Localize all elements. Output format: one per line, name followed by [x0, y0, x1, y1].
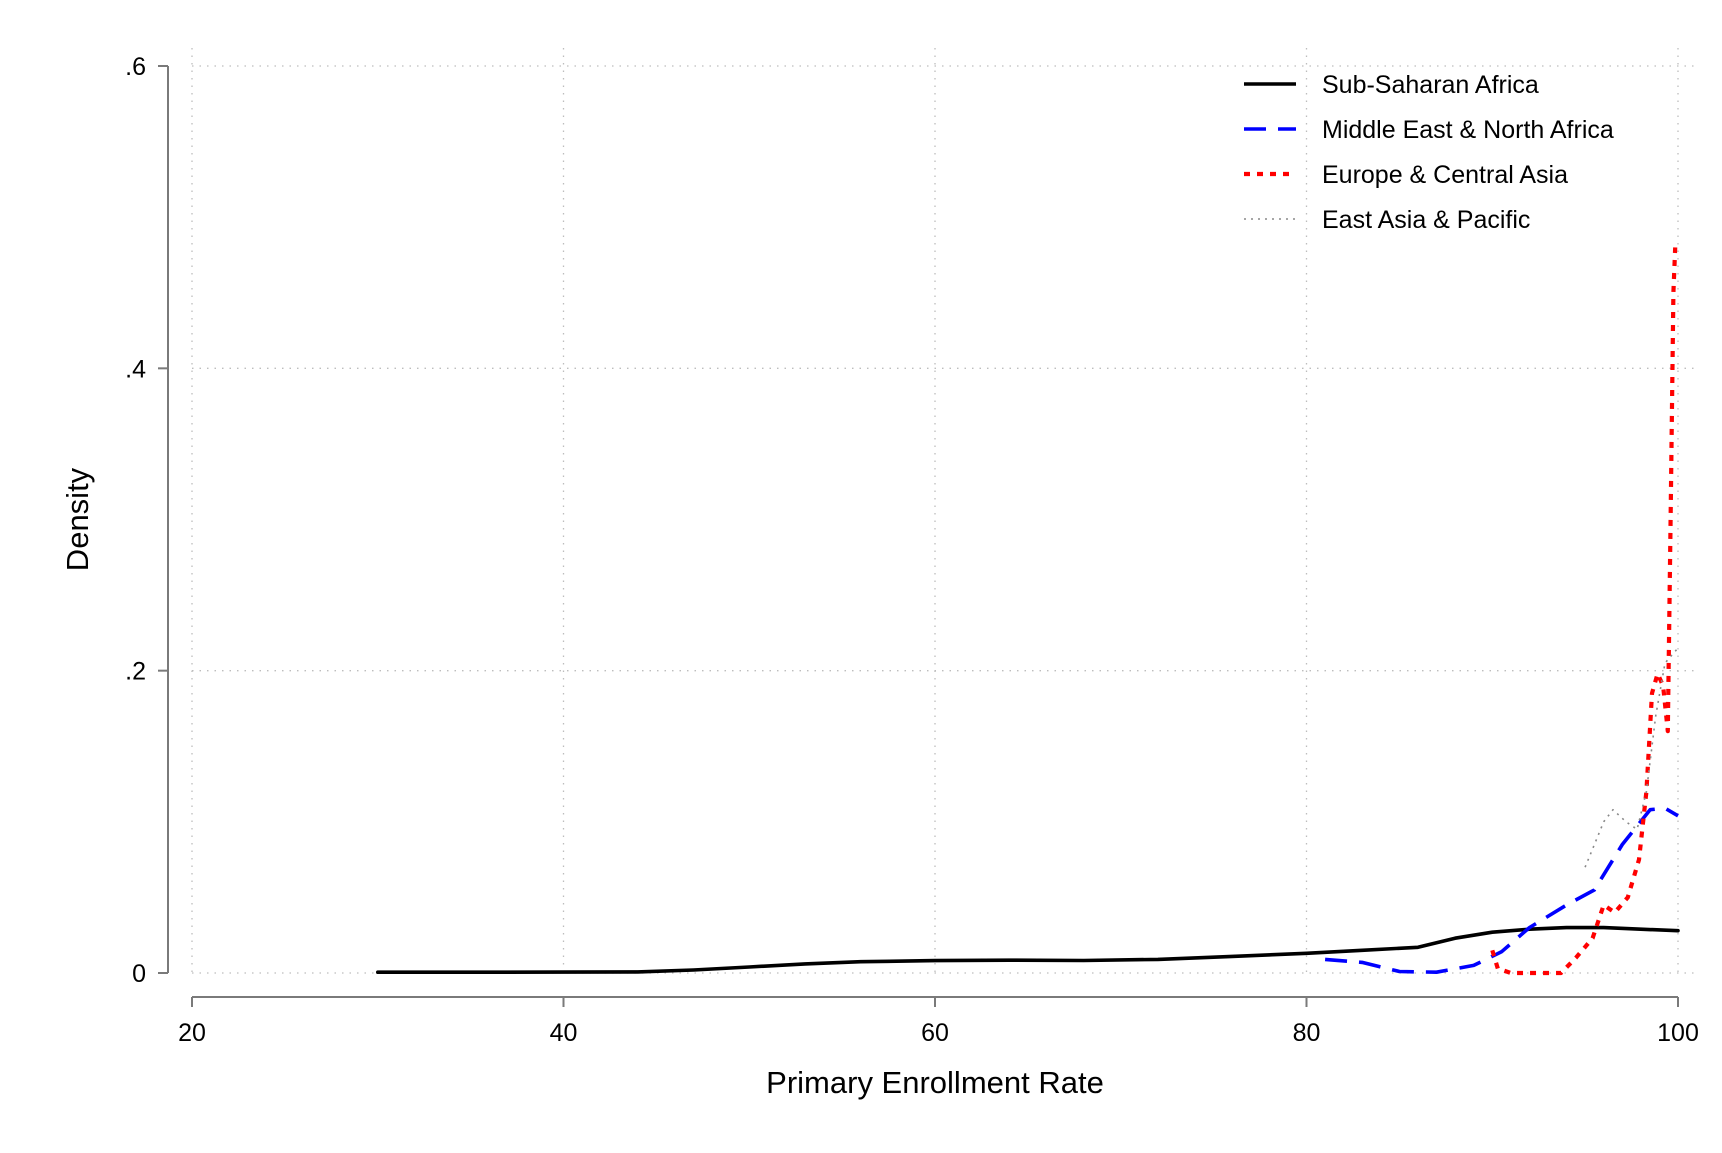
x-axis-title: Primary Enrollment Rate: [766, 1065, 1104, 1100]
legend: Sub-Saharan Africa Middle East & North Af…: [1244, 71, 1614, 234]
x-tick-label: 80: [1293, 1019, 1321, 1047]
series-line: [376, 925, 1680, 974]
x-tick-label: 40: [550, 1019, 578, 1047]
y-axis-title: Density: [60, 467, 95, 571]
x-tick-label: 20: [178, 1019, 206, 1047]
legend-label: Middle East & North Africa: [1322, 116, 1614, 144]
y-tick-label: 0: [132, 960, 146, 988]
y-tick-label: .6: [125, 53, 146, 81]
x-tick-label: 60: [921, 1019, 949, 1047]
grid: [191, 48, 1694, 974]
y-tick-label: .2: [125, 658, 146, 686]
legend-label: East Asia & Pacific: [1322, 206, 1530, 234]
axes: 0 .2 .4 .6 20 40 60 80 100: [125, 53, 1699, 1047]
series-line: [1584, 647, 1679, 868]
legend-label: Europe & Central Asia: [1322, 161, 1568, 189]
x-tick-label: 100: [1657, 1019, 1699, 1047]
y-tick-label: .4: [125, 355, 146, 383]
series-line: [1490, 247, 1678, 976]
series-line: [1324, 806, 1679, 974]
legend-label: Sub-Saharan Africa: [1322, 71, 1539, 99]
series-group: [376, 247, 1680, 976]
